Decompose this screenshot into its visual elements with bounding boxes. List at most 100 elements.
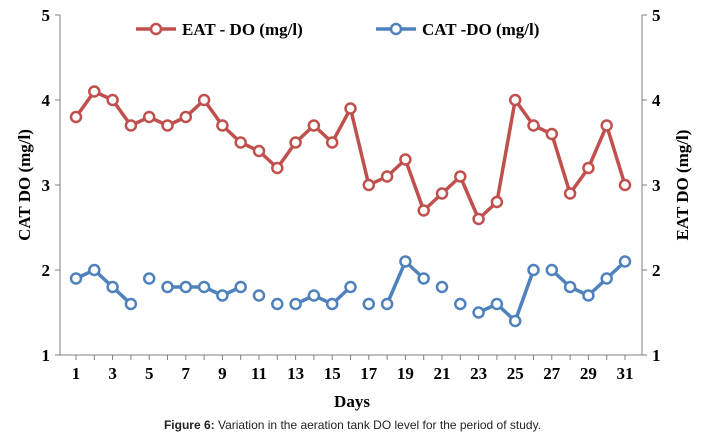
data-point-eat <box>234 136 247 149</box>
data-point-eat <box>161 119 174 132</box>
data-point-cat <box>582 289 595 302</box>
data-point-eat <box>618 178 632 192</box>
data-point-cat <box>161 280 174 294</box>
data-point-cat <box>618 255 632 268</box>
data-point-cat <box>252 289 266 302</box>
legend: EAT - DO (mg/l) CAT -DO (mg/l) <box>136 20 539 39</box>
x-axis-label: Days <box>334 392 370 411</box>
y-tick-label-right: 3 <box>652 176 661 195</box>
data-point-eat <box>435 187 449 200</box>
data-point-cat <box>362 297 376 311</box>
x-tick-label: 1 <box>72 364 81 383</box>
data-point-cat <box>508 314 522 328</box>
x-tick-label: 23 <box>470 364 487 383</box>
data-point-cat <box>344 280 357 294</box>
data-point-cat <box>106 280 119 294</box>
x-tick-label: 11 <box>251 364 267 383</box>
data-point-eat <box>508 93 522 107</box>
data-point-eat <box>527 119 540 132</box>
y-tick-label-right: 1 <box>652 346 661 365</box>
data-point-eat <box>216 119 229 132</box>
y-axis-label-left: CAT DO (mg/l) <box>15 129 34 241</box>
legend-marker-cat <box>389 22 403 36</box>
data-point-cat <box>490 297 504 311</box>
data-point-eat <box>179 110 193 124</box>
data-point-eat <box>69 110 83 124</box>
data-point-eat <box>88 85 101 98</box>
data-point-cat <box>88 263 101 277</box>
data-point-cat <box>289 297 302 311</box>
data-point-cat <box>399 255 412 268</box>
x-tick-label: 27 <box>543 364 561 383</box>
data-point-cat <box>545 263 559 277</box>
data-point-cat <box>600 272 613 285</box>
y-tick-label-left: 2 <box>42 261 51 280</box>
y-tick-label-left: 3 <box>42 176 51 195</box>
data-point-cat <box>271 297 284 311</box>
data-point-eat <box>399 153 412 166</box>
series-markers <box>69 85 632 328</box>
data-point-cat <box>380 297 394 311</box>
data-point-cat <box>472 306 485 319</box>
data-point-eat <box>124 119 138 132</box>
x-tick-label: 3 <box>108 364 117 383</box>
data-point-eat <box>472 212 485 226</box>
x-tick-label: 31 <box>617 364 634 383</box>
data-point-eat <box>600 119 613 132</box>
data-point-cat <box>179 280 193 294</box>
x-tick-label: 21 <box>434 364 451 383</box>
data-point-cat <box>234 280 247 294</box>
data-point-cat <box>69 272 83 285</box>
x-tick-label: 7 <box>182 364 191 383</box>
data-point-eat <box>325 136 339 149</box>
data-point-eat <box>362 178 376 192</box>
data-point-cat <box>527 263 540 277</box>
data-point-eat <box>106 93 119 107</box>
legend-label-eat: EAT - DO (mg/l) <box>182 20 303 39</box>
figure-caption-text: Variation in the aeration tank DO level … <box>214 418 542 432</box>
x-tick-label: 25 <box>507 364 524 383</box>
y-axis-label-right: EAT DO (mg/l) <box>673 130 692 241</box>
legend-marker-eat <box>149 22 163 36</box>
y-tick-label-left: 1 <box>42 346 51 365</box>
data-point-eat <box>142 110 156 124</box>
y-tick-label-right: 5 <box>652 6 661 25</box>
data-point-eat <box>563 187 577 200</box>
data-point-cat <box>454 297 467 311</box>
series-segment-cat <box>513 268 536 323</box>
data-point-eat <box>271 161 284 175</box>
data-point-eat <box>417 204 430 217</box>
data-point-eat <box>252 144 266 158</box>
data-point-eat <box>490 195 504 209</box>
legend-label-cat: CAT -DO (mg/l) <box>422 20 539 39</box>
figure-caption: Figure 6: Variation in the aeration tank… <box>0 418 705 432</box>
data-point-cat <box>216 289 229 302</box>
data-point-eat <box>289 136 302 149</box>
x-tick-label: 9 <box>218 364 227 383</box>
data-point-eat <box>454 170 467 183</box>
y-tick-label-left: 4 <box>42 91 51 110</box>
x-tick-label: 13 <box>287 364 304 383</box>
data-point-eat <box>307 119 321 132</box>
data-point-cat <box>435 280 449 294</box>
data-point-eat <box>197 93 211 107</box>
y-tick-label-left: 5 <box>42 6 51 25</box>
data-point-eat <box>582 161 595 175</box>
data-point-cat <box>325 297 339 311</box>
x-tick-label: 15 <box>324 364 341 383</box>
data-point-eat <box>344 102 357 115</box>
axes: 1 12 23 34 45 51 3 5 7 9 11 13 15 17 19 21 23 25 27 29 31 <box>42 6 662 383</box>
data-point-cat <box>307 289 321 302</box>
data-point-cat <box>417 272 430 285</box>
figure-caption-label: Figure 6: <box>163 418 215 432</box>
series-segment-cat <box>385 259 408 306</box>
x-tick-label: 29 <box>580 364 597 383</box>
x-tick-label: 19 <box>397 364 414 383</box>
data-point-cat <box>142 272 156 285</box>
data-point-eat <box>545 127 559 141</box>
y-tick-label-right: 2 <box>652 261 661 280</box>
data-point-cat <box>197 280 211 294</box>
x-tick-label: 5 <box>145 364 154 383</box>
data-point-cat <box>124 297 138 311</box>
